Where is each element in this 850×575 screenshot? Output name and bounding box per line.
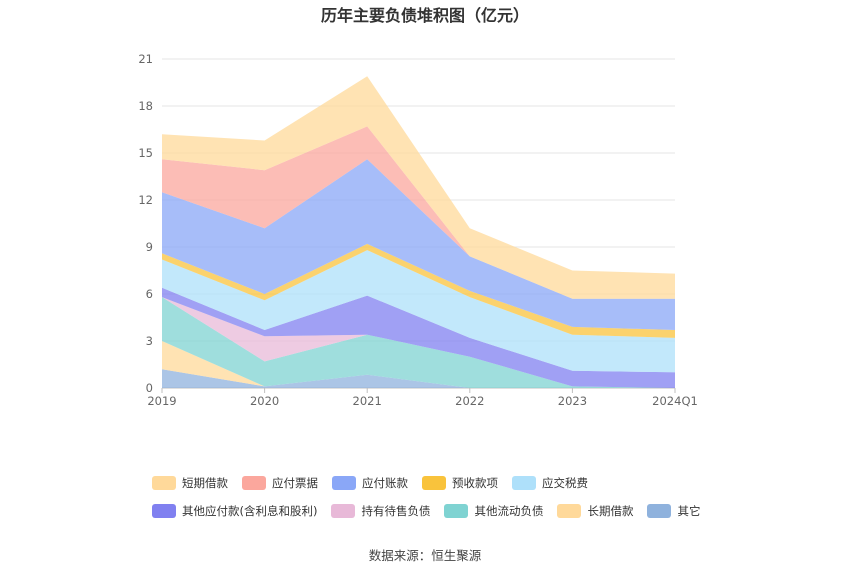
legend-swatch <box>152 504 176 518</box>
legend-swatch <box>647 504 672 518</box>
area-series-5 <box>162 250 675 373</box>
legend-row-2: 其他应付款(含利息和股利) 持有待售负债 其他流动负债 长期借款 其它 <box>152 500 772 522</box>
y-tick-label: 18 <box>138 99 153 113</box>
area-series-8 <box>162 126 675 299</box>
y-tick-label: 21 <box>138 52 153 66</box>
legend-item-short-term-loans[interactable]: 短期借款 <box>152 475 228 491</box>
legend-label: 其它 <box>677 504 701 518</box>
legend-swatch <box>557 504 582 518</box>
legend-label: 持有待售负债 <box>361 504 431 518</box>
area-series-3 <box>162 297 675 388</box>
legend-swatch <box>152 476 176 490</box>
y-tick-label: 9 <box>146 240 153 254</box>
legend-label: 其他应付款(含利息和股利) <box>182 504 318 518</box>
legend-row-1: 短期借款 应付票据 应付账款 预收款项 应交税费 <box>152 472 772 494</box>
area-series-6 <box>162 243 675 338</box>
legend-label: 预收款项 <box>452 476 498 490</box>
legend-item-other-payables[interactable]: 其他应付款(含利息和股利) <box>152 503 317 519</box>
y-tick-label: 15 <box>138 146 153 160</box>
x-tick-label: 2019 <box>147 394 176 408</box>
legend-label: 短期借款 <box>182 476 228 490</box>
y-tick-label: 6 <box>146 287 153 301</box>
chart-title: 历年主要负债堆积图（亿元） <box>320 6 529 25</box>
legend-swatch <box>444 504 469 518</box>
legend-label: 长期借款 <box>587 504 634 518</box>
x-tick-label: 2024Q1 <box>652 394 698 408</box>
legend-item-held-for-sale-liabilities[interactable]: 持有待售负债 <box>331 503 430 519</box>
area-series-0 <box>162 369 675 388</box>
y-tick-label: 3 <box>146 334 153 348</box>
x-tick-label: 2020 <box>250 394 279 408</box>
x-tick-label: 2021 <box>353 394 382 408</box>
x-tick-label: 2023 <box>558 394 587 408</box>
area-series-4 <box>162 287 675 388</box>
data-source: 数据来源：恒生聚源 <box>368 548 482 563</box>
area-series-7 <box>162 159 675 330</box>
chart-legend: 短期借款 应付票据 应付账款 预收款项 应交税费 其他应付款(含利息和股利) 持… <box>152 472 772 528</box>
legend-item-accounts-payable[interactable]: 应付账款 <box>332 475 408 491</box>
legend-label: 应交税费 <box>542 476 588 490</box>
legend-item-advance-receipts[interactable]: 预收款项 <box>422 475 498 491</box>
legend-item-notes-payable[interactable]: 应付票据 <box>242 475 318 491</box>
y-tick-label: 0 <box>146 381 153 395</box>
legend-label: 应付票据 <box>272 476 318 490</box>
legend-item-long-term-loans[interactable]: 长期借款 <box>557 503 633 519</box>
legend-swatch <box>422 476 446 490</box>
legend-label: 应付账款 <box>362 476 408 490</box>
x-tick-label: 2022 <box>455 394 484 408</box>
legend-swatch <box>242 476 266 490</box>
legend-swatch <box>332 476 356 490</box>
legend-item-other[interactable]: 其它 <box>647 503 700 519</box>
legend-swatch <box>512 476 536 490</box>
legend-swatch <box>331 504 356 518</box>
area-series-9 <box>162 76 675 299</box>
area-series-2 <box>162 297 675 388</box>
legend-item-taxes-payable[interactable]: 应交税费 <box>512 475 588 491</box>
y-tick-label: 12 <box>138 193 153 207</box>
legend-item-other-current-liabilities[interactable]: 其他流动负债 <box>444 503 543 519</box>
stacked-area-chart: 0 3 6 9 12 15 18 21 2019 2020 2021 2022 2023 2024Q1 <box>138 52 698 408</box>
legend-label: 其他流动负债 <box>474 504 544 518</box>
